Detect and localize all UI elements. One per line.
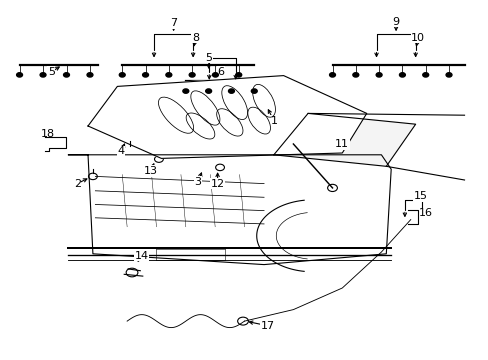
Circle shape <box>165 73 171 77</box>
Circle shape <box>183 89 188 93</box>
Text: 12: 12 <box>210 179 224 189</box>
Text: 10: 10 <box>410 33 424 43</box>
Text: 5: 5 <box>48 67 55 77</box>
Circle shape <box>352 73 358 77</box>
Text: 11: 11 <box>335 139 348 149</box>
Circle shape <box>63 73 69 77</box>
Text: 15: 15 <box>413 191 427 201</box>
Text: 4: 4 <box>118 146 124 156</box>
Text: 13: 13 <box>143 166 157 176</box>
Circle shape <box>212 73 218 77</box>
Polygon shape <box>68 155 390 265</box>
Circle shape <box>205 89 211 93</box>
Text: 18: 18 <box>41 129 55 139</box>
Text: 1: 1 <box>270 116 277 126</box>
Text: 6: 6 <box>217 67 224 77</box>
Circle shape <box>251 89 257 93</box>
Text: 17: 17 <box>261 321 274 331</box>
Circle shape <box>422 73 428 77</box>
Circle shape <box>142 73 148 77</box>
Text: 8: 8 <box>192 33 199 43</box>
Circle shape <box>235 73 241 77</box>
Text: 9: 9 <box>392 17 399 27</box>
Text: 16: 16 <box>418 208 431 218</box>
Circle shape <box>399 73 405 77</box>
Circle shape <box>445 73 451 77</box>
Circle shape <box>87 73 93 77</box>
Text: 7: 7 <box>170 18 177 28</box>
Text: 3: 3 <box>194 177 201 187</box>
Circle shape <box>17 73 22 77</box>
Text: 5: 5 <box>205 53 212 63</box>
Text: 14: 14 <box>135 251 148 261</box>
Polygon shape <box>273 113 415 166</box>
Circle shape <box>375 73 381 77</box>
Circle shape <box>189 73 195 77</box>
Circle shape <box>329 73 335 77</box>
Circle shape <box>119 73 125 77</box>
Circle shape <box>40 73 46 77</box>
Polygon shape <box>88 76 366 158</box>
Circle shape <box>228 89 234 93</box>
Text: 2: 2 <box>74 179 81 189</box>
